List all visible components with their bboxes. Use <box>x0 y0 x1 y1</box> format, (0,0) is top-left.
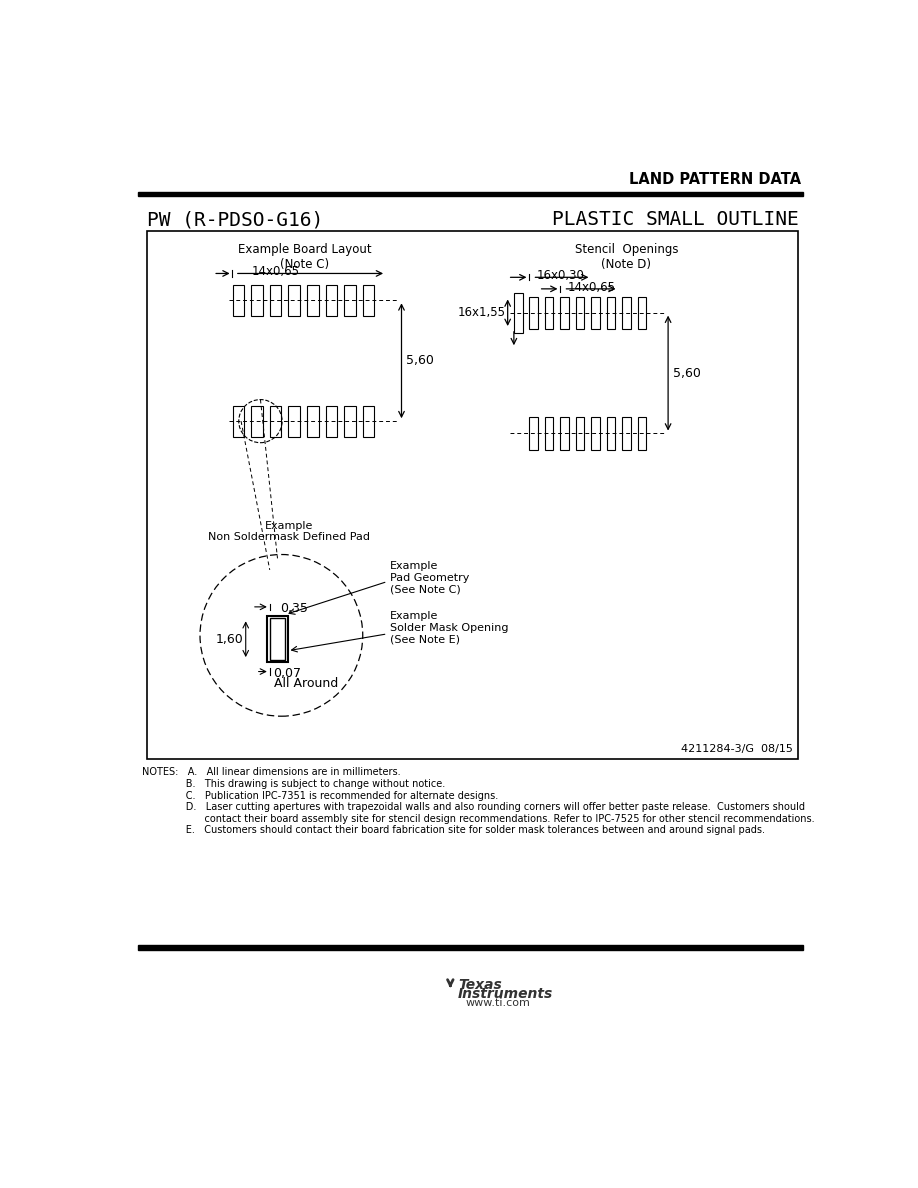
Bar <box>232 285 244 316</box>
Bar <box>530 297 538 329</box>
Bar <box>252 285 263 316</box>
Bar <box>514 292 523 333</box>
Bar <box>545 417 554 449</box>
Bar <box>576 297 585 329</box>
Text: Texas: Texas <box>458 978 502 992</box>
Bar <box>638 297 646 329</box>
Bar <box>270 285 282 316</box>
Bar <box>232 406 244 436</box>
Bar <box>622 417 631 449</box>
Text: 1,60: 1,60 <box>216 633 243 646</box>
Text: 0,07: 0,07 <box>274 666 302 680</box>
Text: 4211284-3/G  08/15: 4211284-3/G 08/15 <box>681 745 793 754</box>
Bar <box>591 417 599 449</box>
Bar <box>560 297 569 329</box>
Text: NOTES:   A.   All linear dimensions are in millimeters.: NOTES: A. All linear dimensions are in m… <box>142 767 400 777</box>
Bar <box>307 285 319 316</box>
Text: contact their board assembly site for stencil design recommendations. Refer to I: contact their board assembly site for st… <box>142 814 814 823</box>
Text: LAND PATTERN DATA: LAND PATTERN DATA <box>629 172 800 187</box>
Bar <box>138 191 803 196</box>
Bar <box>326 285 337 316</box>
Text: 14x0,65: 14x0,65 <box>568 280 616 293</box>
Text: 5,60: 5,60 <box>406 354 434 367</box>
Text: Example
Solder Mask Opening
(See Note E): Example Solder Mask Opening (See Note E) <box>390 611 509 644</box>
Text: PLASTIC SMALL OUTLINE: PLASTIC SMALL OUTLINE <box>552 210 799 229</box>
Bar <box>560 417 569 449</box>
Bar <box>607 297 615 329</box>
Bar <box>545 297 554 329</box>
Text: 5,60: 5,60 <box>673 367 700 380</box>
Bar <box>530 417 538 449</box>
Text: 16x0,30: 16x0,30 <box>537 270 585 283</box>
Text: Example
Non Soldermask Defined Pad: Example Non Soldermask Defined Pad <box>208 520 370 542</box>
Bar <box>147 232 799 759</box>
Text: B.   This drawing is subject to change without notice.: B. This drawing is subject to change wit… <box>142 779 445 789</box>
Bar <box>270 619 285 661</box>
Text: 0,35: 0,35 <box>280 602 308 615</box>
Text: E.   Customers should contact their board fabrication site for solder mask toler: E. Customers should contact their board … <box>142 826 765 835</box>
Bar <box>344 406 356 436</box>
Bar <box>252 406 263 436</box>
Text: C.   Publication IPC-7351 is recommended for alternate designs.: C. Publication IPC-7351 is recommended f… <box>142 790 498 801</box>
Text: All Around: All Around <box>274 677 338 690</box>
Bar <box>638 417 646 449</box>
Bar <box>267 617 287 663</box>
Text: www.ti.com: www.ti.com <box>465 998 531 1009</box>
Text: 14x0,65: 14x0,65 <box>252 265 300 278</box>
Bar <box>607 417 615 449</box>
Text: Stencil  Openings
(Note D): Stencil Openings (Note D) <box>575 242 678 271</box>
Bar <box>622 297 631 329</box>
Bar <box>363 285 375 316</box>
Bar <box>138 944 803 949</box>
Bar <box>344 285 356 316</box>
Text: 16x1,55: 16x1,55 <box>457 307 505 320</box>
Text: Example Board Layout
(Note C): Example Board Layout (Note C) <box>238 242 372 271</box>
Text: Instruments: Instruments <box>458 987 554 1001</box>
Bar <box>288 285 300 316</box>
Text: PW (R-PDSO-G16): PW (R-PDSO-G16) <box>147 210 323 229</box>
Bar <box>270 406 282 436</box>
Text: D.   Laser cutting apertures with trapezoidal walls and also rounding corners wi: D. Laser cutting apertures with trapezoi… <box>142 802 805 813</box>
Bar <box>307 406 319 436</box>
Bar <box>288 406 300 436</box>
Bar <box>326 406 337 436</box>
Text: Example
Pad Geometry
(See Note C): Example Pad Geometry (See Note C) <box>390 561 469 594</box>
Bar <box>591 297 599 329</box>
Bar <box>576 417 585 449</box>
Bar <box>363 406 375 436</box>
